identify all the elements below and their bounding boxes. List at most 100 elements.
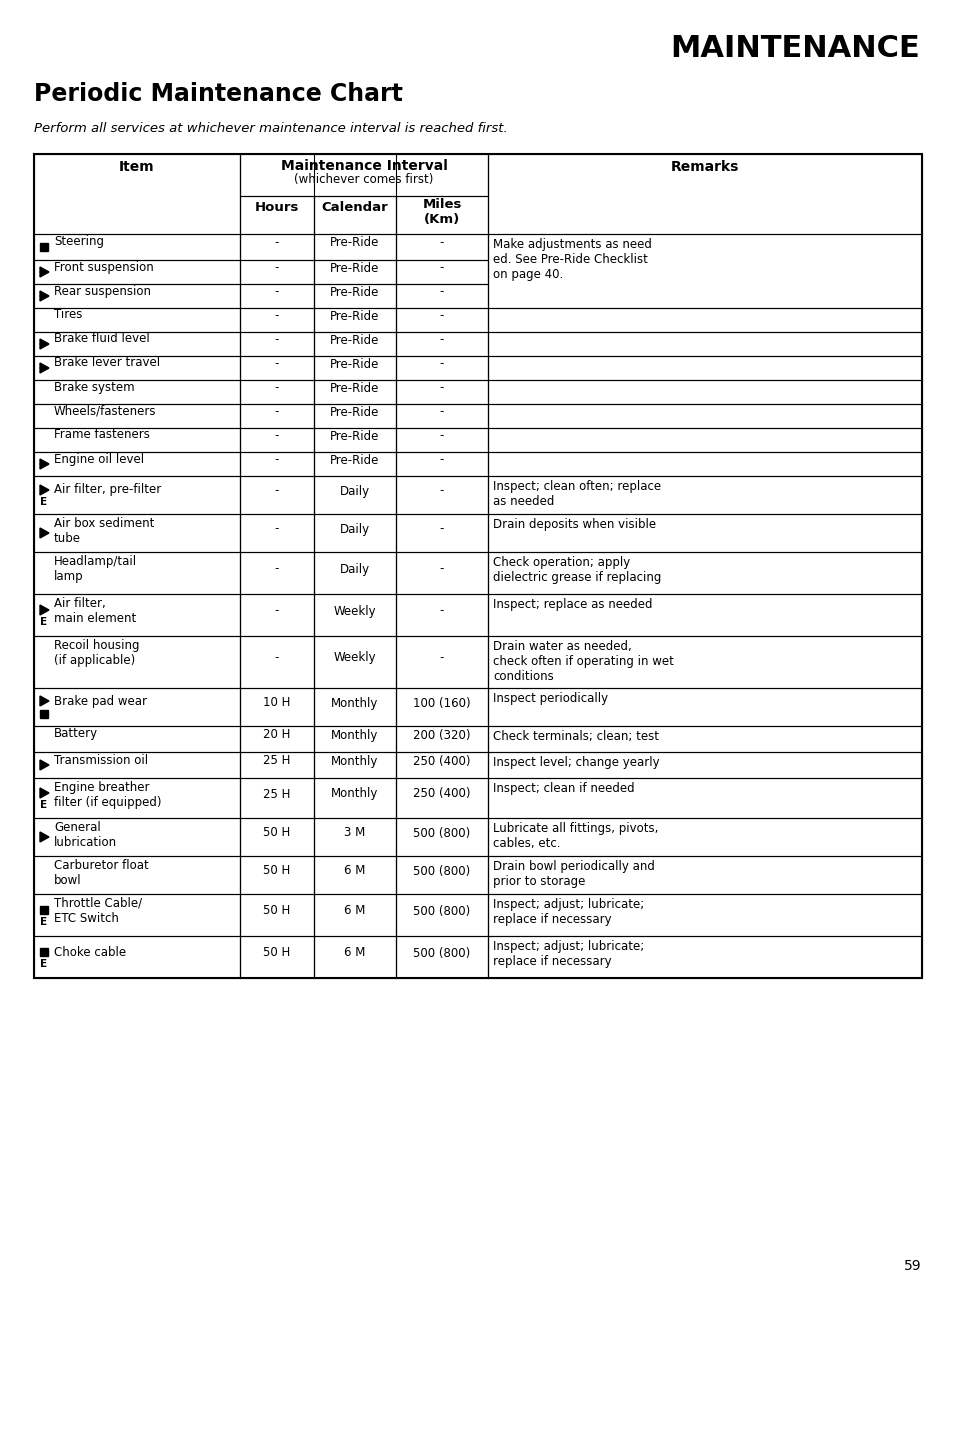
Bar	[314, 856, 395, 894]
Bar	[314, 404, 395, 427]
Text: 10 H: 10 H	[263, 696, 291, 710]
Bar	[240, 752, 314, 778]
Text: Engine breather
filter (if equipped): Engine breather filter (if equipped)	[54, 781, 161, 808]
Text: 500 (800): 500 (800)	[413, 947, 470, 960]
Bar	[34, 379, 240, 404]
Bar	[34, 726, 240, 752]
Bar	[395, 595, 488, 635]
Text: Periodic Maintenance Chart: Periodic Maintenance Chart	[34, 81, 402, 106]
Text: 50 H: 50 H	[263, 865, 291, 878]
Bar	[395, 332, 488, 356]
Bar	[488, 752, 921, 778]
Text: -: -	[439, 605, 444, 618]
Bar	[488, 332, 921, 356]
Bar	[34, 452, 240, 475]
Bar	[395, 284, 488, 308]
Bar	[395, 196, 488, 234]
Text: Transmission oil: Transmission oil	[54, 753, 148, 766]
Bar	[240, 688, 314, 726]
Text: -: -	[439, 522, 444, 535]
Bar	[488, 515, 921, 553]
Text: -: -	[274, 484, 279, 497]
Text: General
lubrication: General lubrication	[54, 822, 117, 849]
Text: -: -	[274, 310, 279, 323]
Bar	[314, 260, 395, 284]
Text: -: -	[274, 429, 279, 442]
Text: Brake pad wear: Brake pad wear	[54, 695, 147, 708]
Bar	[314, 196, 395, 234]
Text: -: -	[439, 285, 444, 298]
Text: 500 (800): 500 (800)	[413, 865, 470, 878]
Text: Pre-Ride: Pre-Ride	[330, 429, 379, 442]
Text: Pre-Ride: Pre-Ride	[330, 381, 379, 394]
Text: -: -	[439, 262, 444, 275]
Polygon shape	[40, 459, 49, 470]
Bar	[395, 234, 488, 260]
Text: 59: 59	[903, 1259, 921, 1274]
Text: E: E	[40, 917, 48, 928]
Text: Pre-Ride: Pre-Ride	[330, 358, 379, 371]
Bar	[34, 154, 921, 979]
Text: -: -	[274, 454, 279, 467]
Text: Check operation; apply
dielectric grease if replacing: Check operation; apply dielectric grease…	[493, 555, 660, 585]
Text: Engine oil level: Engine oil level	[54, 452, 144, 465]
Bar	[395, 308, 488, 332]
Text: Perform all services at whichever maintenance interval is reached first.: Perform all services at whichever mainte…	[34, 122, 507, 135]
Text: Choke cable: Choke cable	[54, 945, 126, 958]
Text: Item: Item	[119, 160, 154, 174]
Bar	[488, 936, 921, 979]
Text: Drain bowl periodically and
prior to storage: Drain bowl periodically and prior to sto…	[493, 859, 654, 888]
Bar	[34, 356, 240, 379]
Bar	[488, 404, 921, 427]
Text: -: -	[274, 605, 279, 618]
Text: 3 M: 3 M	[344, 826, 365, 839]
Bar	[240, 284, 314, 308]
Text: Pre-Ride: Pre-Ride	[330, 406, 379, 419]
Text: Inspect periodically: Inspect periodically	[493, 692, 607, 705]
Text: Air filter, pre-filter: Air filter, pre-filter	[54, 484, 161, 496]
Bar	[395, 356, 488, 379]
Text: 50 H: 50 H	[263, 947, 291, 960]
Bar	[395, 427, 488, 452]
Text: -: -	[274, 358, 279, 371]
Bar	[40, 948, 48, 955]
Bar	[314, 936, 395, 979]
Text: Daily: Daily	[339, 563, 370, 576]
Bar	[314, 308, 395, 332]
Bar	[34, 404, 240, 427]
Text: 25 H: 25 H	[263, 788, 291, 801]
Text: E: E	[40, 960, 48, 968]
Bar	[240, 553, 314, 595]
Text: -: -	[274, 381, 279, 394]
Bar	[240, 356, 314, 379]
Text: Daily: Daily	[339, 522, 370, 535]
Bar	[240, 819, 314, 856]
Text: -: -	[439, 651, 444, 664]
Text: -: -	[439, 358, 444, 371]
Bar	[240, 427, 314, 452]
Bar	[395, 452, 488, 475]
Text: Monthly: Monthly	[331, 788, 378, 801]
Text: E: E	[40, 616, 48, 627]
Text: Battery: Battery	[54, 727, 98, 740]
Bar	[34, 260, 240, 284]
Bar	[395, 475, 488, 515]
Text: -: -	[439, 237, 444, 250]
Bar	[240, 595, 314, 635]
Text: Make adjustments as need
ed. See Pre-Ride Checklist
on page 40.: Make adjustments as need ed. See Pre-Rid…	[493, 238, 651, 281]
Text: (whichever comes first): (whichever comes first)	[294, 173, 434, 186]
Bar	[314, 284, 395, 308]
Polygon shape	[40, 291, 49, 301]
Text: 250 (400): 250 (400)	[413, 755, 470, 768]
Bar	[488, 595, 921, 635]
Bar	[314, 379, 395, 404]
Text: Calendar: Calendar	[321, 201, 388, 214]
Text: Brake lever travel: Brake lever travel	[54, 356, 160, 369]
Polygon shape	[40, 696, 49, 707]
Bar	[314, 752, 395, 778]
Text: Pre-Ride: Pre-Ride	[330, 310, 379, 323]
Text: Inspect level; change yearly: Inspect level; change yearly	[493, 756, 659, 769]
Bar	[240, 515, 314, 553]
Bar	[40, 243, 48, 252]
Bar	[314, 778, 395, 819]
